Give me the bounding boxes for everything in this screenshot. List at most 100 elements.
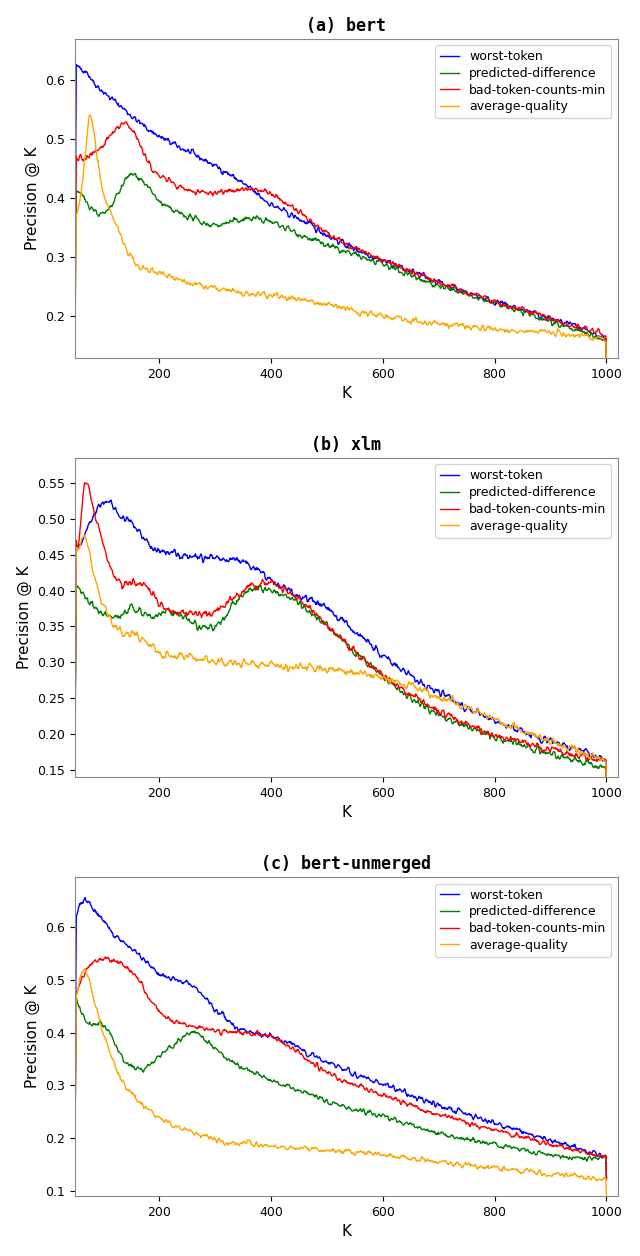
- predicted-difference: [127, 166, 134, 181]
- worst-token: [504, 1119, 511, 1134]
- predicted-difference: [173, 1034, 181, 1049]
- average-quality: [596, 1172, 604, 1187]
- worst-token: [107, 492, 115, 507]
- Line: worst-token: worst-token: [75, 500, 607, 790]
- average-quality: [218, 651, 225, 666]
- average-quality: [603, 357, 611, 372]
- Line: predicted-difference: predicted-difference: [75, 585, 607, 798]
- worst-token: [173, 139, 181, 154]
- worst-token: [71, 707, 79, 722]
- X-axis label: K: K: [341, 386, 351, 401]
- worst-token: [603, 1171, 611, 1186]
- predicted-difference: [72, 990, 80, 1005]
- average-quality: [173, 270, 181, 285]
- Line: bad-token-counts-min: bad-token-counts-min: [75, 957, 607, 1179]
- worst-token: [71, 1073, 79, 1088]
- predicted-difference: [504, 1138, 511, 1153]
- bad-token-counts-min: [603, 353, 611, 368]
- average-quality: [596, 752, 604, 767]
- worst-token: [71, 242, 79, 257]
- worst-token: [511, 722, 519, 737]
- bad-token-counts-min: [218, 183, 225, 198]
- worst-token: [218, 166, 225, 181]
- X-axis label: K: K: [341, 805, 351, 820]
- predicted-difference: [173, 604, 180, 619]
- predicted-difference: [543, 313, 551, 328]
- predicted-difference: [596, 332, 604, 347]
- average-quality: [218, 1134, 225, 1149]
- bad-token-counts-min: [504, 300, 511, 315]
- predicted-difference: [596, 1148, 604, 1163]
- predicted-difference: [603, 1171, 611, 1186]
- bad-token-counts-min: [218, 599, 225, 614]
- average-quality: [86, 108, 93, 123]
- average-quality: [543, 325, 551, 340]
- average-quality: [603, 784, 611, 799]
- predicted-difference: [257, 578, 264, 593]
- worst-token: [218, 553, 225, 568]
- predicted-difference: [511, 732, 519, 747]
- predicted-difference: [596, 757, 604, 772]
- predicted-difference: [71, 725, 79, 740]
- predicted-difference: [217, 614, 225, 629]
- average-quality: [173, 1119, 181, 1134]
- worst-token: [72, 57, 80, 72]
- Line: average-quality: average-quality: [75, 116, 607, 364]
- average-quality: [511, 720, 519, 735]
- predicted-difference: [511, 301, 519, 317]
- bad-token-counts-min: [218, 1027, 225, 1042]
- bad-token-counts-min: [71, 1113, 79, 1128]
- Line: bad-token-counts-min: bad-token-counts-min: [75, 122, 607, 360]
- bad-token-counts-min: [71, 698, 79, 713]
- predicted-difference: [71, 1112, 79, 1127]
- bad-token-counts-min: [122, 114, 129, 129]
- bad-token-counts-min: [511, 734, 519, 749]
- Legend: worst-token, predicted-difference, bad-token-counts-min, average-quality: worst-token, predicted-difference, bad-t…: [435, 883, 611, 957]
- Line: predicted-difference: predicted-difference: [75, 997, 607, 1178]
- worst-token: [511, 299, 519, 314]
- worst-token: [511, 1122, 519, 1137]
- worst-token: [173, 546, 181, 561]
- average-quality: [543, 730, 551, 745]
- bad-token-counts-min: [81, 475, 88, 490]
- average-quality: [511, 1162, 519, 1177]
- predicted-difference: [603, 790, 611, 805]
- bad-token-counts-min: [102, 950, 109, 965]
- worst-token: [603, 782, 611, 798]
- average-quality: [543, 1168, 551, 1183]
- bad-token-counts-min: [511, 301, 519, 317]
- predicted-difference: [603, 357, 611, 372]
- Y-axis label: Precision @ K: Precision @ K: [25, 985, 40, 1089]
- average-quality: [218, 283, 225, 298]
- worst-token: [543, 310, 551, 325]
- bad-token-counts-min: [596, 325, 604, 340]
- worst-token: [543, 735, 551, 750]
- bad-token-counts-min: [504, 1125, 511, 1140]
- worst-token: [218, 1006, 225, 1021]
- Legend: worst-token, predicted-difference, bad-token-counts-min, average-quality: worst-token, predicted-difference, bad-t…: [435, 45, 611, 118]
- average-quality: [596, 330, 604, 345]
- predicted-difference: [218, 217, 225, 232]
- average-quality: [504, 1162, 511, 1177]
- worst-token: [543, 1133, 551, 1148]
- Title: (b) xlm: (b) xlm: [312, 436, 381, 453]
- worst-token: [603, 355, 611, 371]
- worst-token: [173, 972, 181, 987]
- worst-token: [596, 1147, 604, 1162]
- Legend: worst-token, predicted-difference, bad-token-counts-min, average-quality: worst-token, predicted-difference, bad-t…: [435, 465, 611, 538]
- Title: (a) bert: (a) bert: [307, 16, 387, 35]
- bad-token-counts-min: [543, 740, 551, 755]
- bad-token-counts-min: [173, 181, 181, 196]
- average-quality: [504, 720, 511, 735]
- bad-token-counts-min: [596, 1149, 604, 1164]
- bad-token-counts-min: [511, 1128, 519, 1143]
- bad-token-counts-min: [603, 1172, 611, 1187]
- average-quality: [71, 1112, 79, 1127]
- Line: worst-token: worst-token: [75, 64, 607, 363]
- average-quality: [511, 324, 519, 339]
- predicted-difference: [173, 203, 181, 219]
- bad-token-counts-min: [504, 731, 511, 746]
- average-quality: [173, 651, 181, 666]
- Line: average-quality: average-quality: [75, 535, 607, 791]
- average-quality: [81, 528, 88, 543]
